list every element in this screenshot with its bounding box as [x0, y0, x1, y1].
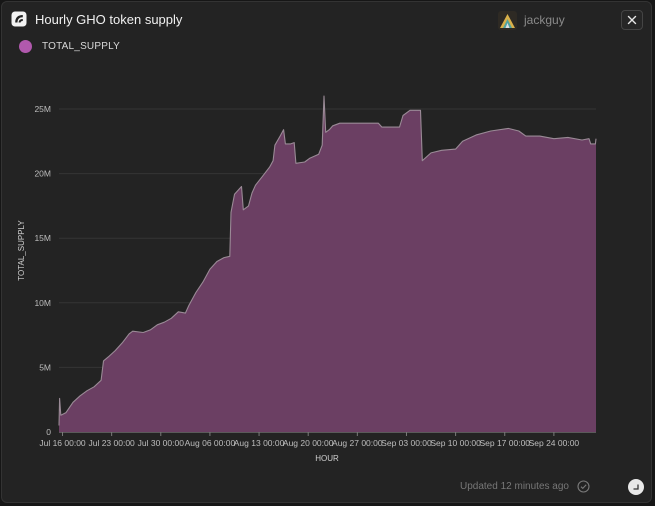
- avatar: [498, 10, 517, 30]
- updated-timestamp: Updated 12 minutes ago: [460, 481, 569, 492]
- x-tick-label: Aug 27 00:00: [332, 438, 383, 448]
- x-tick-label: Jul 16 00:00: [39, 438, 86, 448]
- y-axis: 0 5M 10M 15M 20M 25M: [34, 104, 51, 437]
- y-tick-label: 5M: [39, 362, 51, 372]
- close-button[interactable]: [621, 10, 643, 30]
- x-tick-label: Jul 23 00:00: [88, 438, 135, 448]
- chart-legend[interactable]: TOTAL_SUPPLY: [19, 40, 120, 53]
- y-tick-label: 25M: [34, 104, 51, 114]
- x-tick-label: Aug 06 00:00: [185, 438, 236, 448]
- x-axis: Jul 16 00:00 Jul 23 00:00 Jul 30 00:00 Aug …: [39, 432, 596, 448]
- check-circle-icon[interactable]: [577, 480, 590, 493]
- username: jackguy: [524, 13, 565, 27]
- series-line: [58, 95, 597, 426]
- area-series: [58, 95, 597, 432]
- panel-header: Hourly GHO token supply jackguy: [2, 2, 651, 38]
- close-icon: [627, 15, 637, 25]
- page-title: Hourly GHO token supply: [35, 12, 183, 27]
- y-tick-label: 10M: [34, 298, 51, 308]
- y-tick-label: 15M: [34, 233, 51, 243]
- user-profile[interactable]: jackguy: [498, 10, 565, 30]
- y-axis-title: TOTAL_SUPPLY: [17, 220, 26, 281]
- legend-swatch: [19, 40, 32, 53]
- x-tick-label: Aug 20 00:00: [283, 438, 334, 448]
- area-fill: [59, 96, 596, 432]
- x-axis-title: HOUR: [315, 454, 339, 463]
- panel-footer: Updated 12 minutes ago: [460, 480, 590, 493]
- app-logo-icon: [11, 11, 27, 27]
- x-tick-label: Sep 17 00:00: [479, 438, 530, 448]
- x-tick-label: Sep 03 00:00: [381, 438, 432, 448]
- x-tick-label: Jul 30 00:00: [138, 438, 185, 448]
- resize-icon: [633, 484, 639, 490]
- x-tick-label: Sep 10 00:00: [430, 438, 481, 448]
- y-tick-label: 0: [46, 427, 51, 437]
- legend-label: TOTAL_SUPPLY: [42, 41, 120, 52]
- x-tick-label: Aug 13 00:00: [234, 438, 285, 448]
- x-tick-label: Sep 24 00:00: [529, 438, 580, 448]
- resize-button[interactable]: [628, 479, 644, 495]
- y-tick-label: 20M: [34, 169, 51, 179]
